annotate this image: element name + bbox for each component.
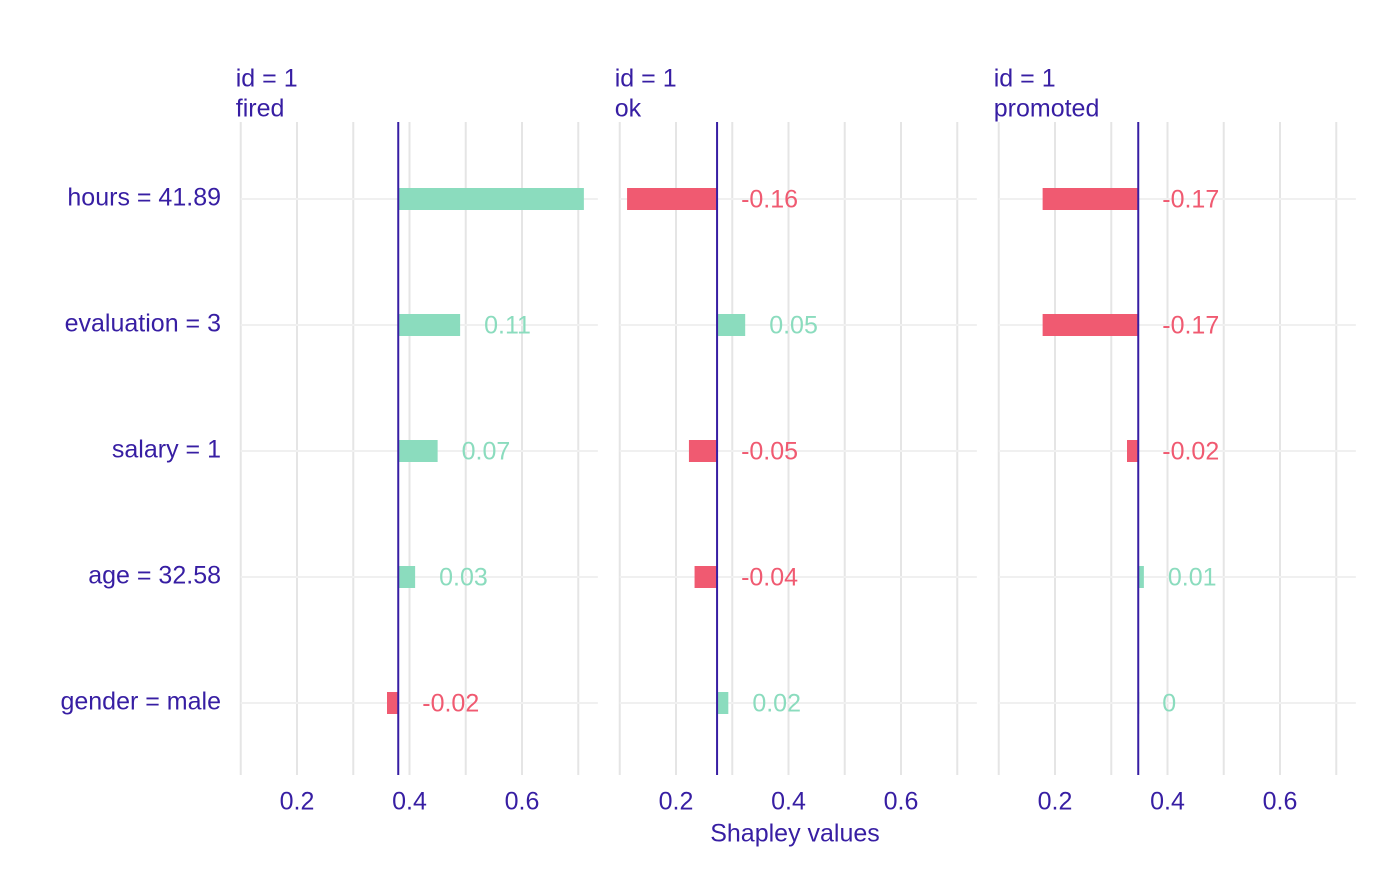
- x-tick-label: 0.4: [771, 788, 806, 816]
- value-label: 0.11: [484, 312, 531, 340]
- bar: [688, 440, 718, 462]
- category-label: evaluation = 3: [65, 310, 221, 338]
- value-label: -0.17: [1162, 186, 1219, 214]
- category-label: hours = 41.89: [67, 184, 221, 212]
- facet: -0.16 0.05 -0.05 -0.04 0.02: [618, 122, 977, 775]
- bar: [717, 314, 746, 336]
- bar: [627, 188, 718, 210]
- facet-title: ok: [615, 95, 642, 123]
- value-label: 0.05: [769, 312, 818, 340]
- facet: 0.330.110.070.03-0.02: [239, 122, 598, 775]
- category-label: gender = male: [60, 688, 221, 716]
- x-tick-label: 0.2: [280, 788, 315, 816]
- bar: [398, 188, 584, 210]
- bar: [398, 440, 438, 462]
- value-label: -0.04: [741, 564, 798, 592]
- x-tick-label: 0.2: [659, 788, 694, 816]
- bar: [1138, 566, 1144, 588]
- value-label: -0.02: [1162, 438, 1219, 466]
- bar: [398, 566, 416, 588]
- facet: -0.17 -0.17 -0.02 0.01 0: [997, 122, 1356, 775]
- value-label: 0.03: [439, 564, 488, 592]
- bar: [398, 314, 461, 336]
- value-label: 0.02: [752, 690, 801, 718]
- facet-title: id = 1: [994, 65, 1056, 93]
- x-tick-label: 0.4: [1150, 788, 1185, 816]
- bar: [694, 566, 718, 588]
- bar: [387, 692, 399, 714]
- bar: [1042, 314, 1139, 336]
- bar: [1127, 440, 1139, 462]
- value-label: -0.17: [1162, 312, 1219, 340]
- value-label: -0.16: [741, 186, 798, 214]
- x-tick-label: 0.6: [884, 788, 919, 816]
- facet-title: id = 1: [236, 65, 298, 93]
- facet-title: fired: [236, 95, 285, 123]
- category-label: salary = 1: [112, 436, 221, 464]
- facet-title: promoted: [994, 95, 1100, 123]
- bar: [1042, 188, 1139, 210]
- x-tick-label: 0.4: [392, 788, 427, 816]
- category-label: age = 32.58: [88, 562, 221, 590]
- x-tick-label: 0.6: [505, 788, 540, 816]
- facet-title: id = 1: [615, 65, 677, 93]
- value-label: 0.07: [462, 438, 511, 466]
- value-label: 0.01: [1168, 564, 1217, 592]
- value-label: 0: [1162, 690, 1176, 718]
- value-label: -0.02: [422, 690, 479, 718]
- bar: [717, 692, 729, 714]
- x-axis-label: Shapley values: [710, 820, 880, 848]
- x-tick-label: 0.2: [1038, 788, 1073, 816]
- x-tick-label: 0.6: [1263, 788, 1298, 816]
- value-label: -0.05: [741, 438, 798, 466]
